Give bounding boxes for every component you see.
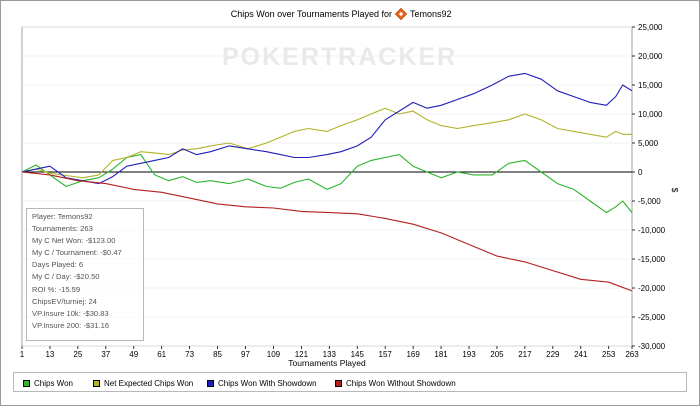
x-tick-label: 181 [434,350,448,359]
x-tick-label: 49 [129,350,138,359]
legend-item-with-showdown[interactable]: Chips Won With Showdown [207,378,317,388]
y-tick-label: 5,000 [638,139,659,148]
player-diamond-icon [394,7,408,21]
x-axis-label: Tournaments Played [288,358,366,368]
y-tick-label: -5,000 [638,197,661,206]
x-tick-label: 229 [546,350,560,359]
y-tick-label: 20,000 [638,52,663,61]
legend-label: Chips Won Without Showdown [346,378,456,388]
x-tick-label: 217 [518,350,532,359]
stat-player: Player: Temons92 [32,212,93,221]
x-tick-label: 193 [462,350,476,359]
x-tick-label: 145 [351,350,365,359]
x-tick-label: 25 [73,350,82,359]
x-tick-label: 133 [323,350,337,359]
watermark-logo: POKERTRACKER [222,43,458,71]
series-line-2 [21,107,632,179]
x-tick-label: 13 [45,350,54,359]
legend-swatch [93,379,100,387]
y-tick-label: -20,000 [638,284,666,293]
x-tick-label: 37 [101,350,110,359]
stat-vp-insure-200: VP.Insure 200: -$31.16 [32,320,110,330]
x-tick-label: 73 [185,350,194,359]
x-tick-label: 169 [406,350,420,359]
chart-title-prefix: Chips Won over Tournaments Played for [231,9,392,19]
x-tick-label: 205 [490,350,504,359]
stat-chipsev: ChipsEV/turniej: 24 [32,296,98,306]
x-tick-label: 85 [213,350,222,359]
x-tick-label: 97 [241,350,250,359]
series-line-1 [21,154,633,214]
player-stats-box: Player: Temons92 Tournaments: 263 My C N… [26,208,144,341]
x-tick-label: 263 [625,350,639,359]
x-tick-label: 253 [602,350,616,359]
y-tick-label: 0 [638,168,643,177]
legend-swatch [335,379,342,387]
legend-item-without-showdown[interactable]: Chips Won Without Showdown [335,378,456,388]
chart-legend: Chips Won Net Expected Chips Won Chips W… [13,372,687,392]
chart-title-player: Temons92 [410,9,452,19]
y-axis-label: $ [670,188,680,193]
stat-vp-insure-10k: VP.Insure 10k: -$30.83 [32,308,109,318]
stat-per-day: My C / Day: -$20.50 [32,272,100,282]
y-tick-label: 10,000 [638,110,663,119]
y-tick-label: -15,000 [638,255,666,264]
x-tick-label: 157 [379,350,393,359]
series-line-4 [21,171,633,292]
y-tick-label: 15,000 [638,81,663,90]
stat-net-won: My C Net Won: -$123.00 [32,236,116,246]
legend-label: Net Expected Chips Won [104,378,194,388]
legend-swatch [207,379,214,387]
x-tick-label: 121 [295,350,309,359]
stat-per-tournament: My C / Tournament: -$0.47 [32,248,122,258]
legend-item-net-expected[interactable]: Net Expected Chips Won [93,378,193,388]
legend-label: Chips Won With Showdown [218,378,317,388]
x-tick-label: 241 [574,350,588,359]
stat-tournaments: Tournaments: 263 [32,224,93,234]
y-tick-label: -25,000 [638,313,666,322]
y-tick-label: -30,000 [638,342,666,351]
legend-item-chips-won[interactable]: Chips Won [23,378,73,388]
y-tick-label: -10,000 [638,226,666,235]
x-tick-label: 61 [157,350,166,359]
series-line-3 [21,72,633,185]
stat-days-played: Days Played: 6 [32,260,84,270]
x-tick-label: 1 [20,350,25,359]
legend-swatch [23,379,30,387]
x-tick-label: 109 [267,350,281,359]
legend-label: Chips Won [34,378,73,388]
stat-roi: ROI %: -15.59 [32,284,81,294]
y-tick-label: 25,000 [638,23,663,32]
